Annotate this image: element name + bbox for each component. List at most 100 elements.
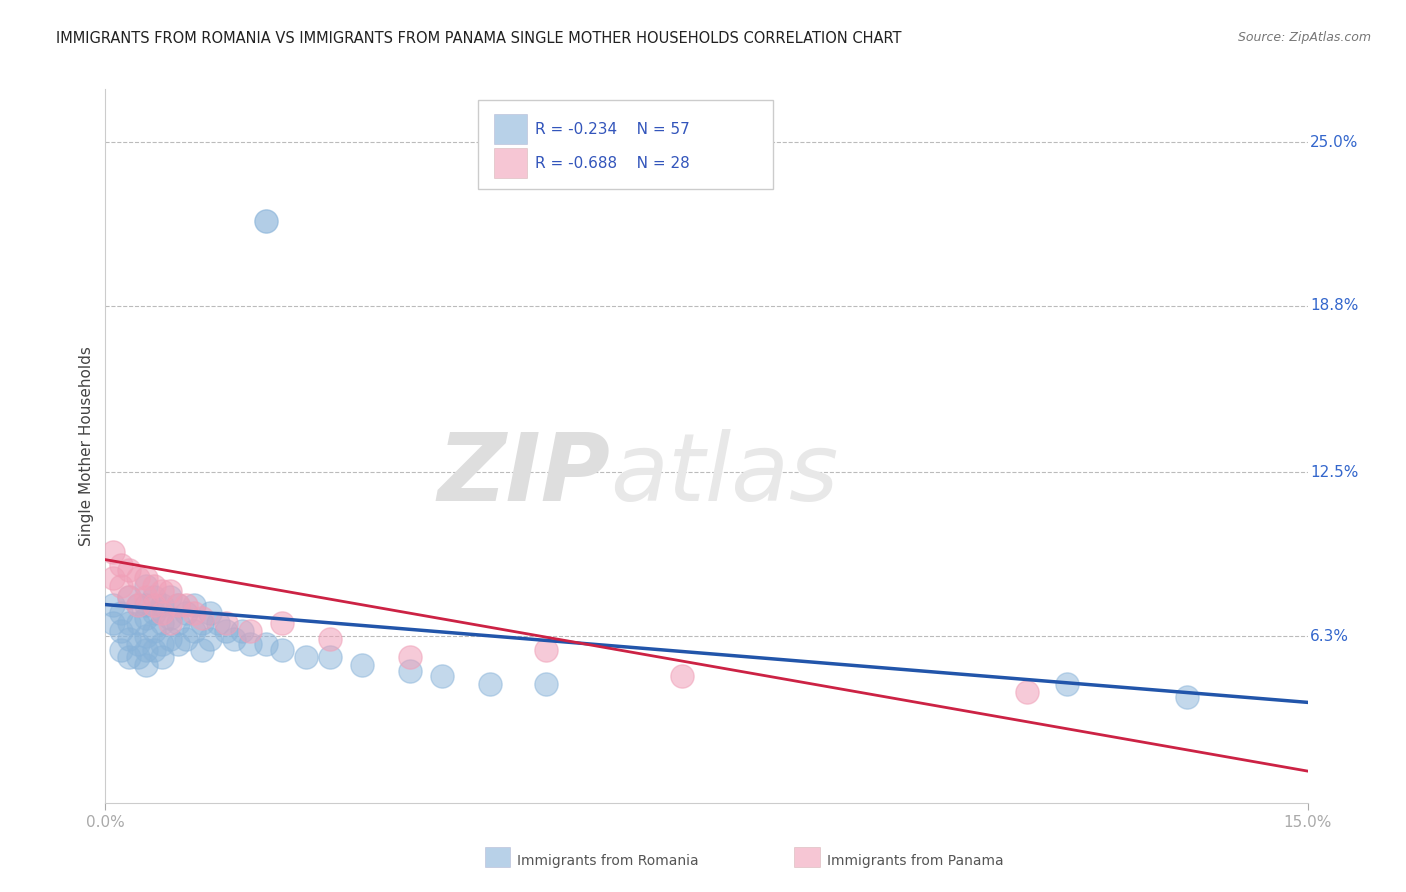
Point [671, 669, 693, 683]
Point [150, 584, 173, 599]
Point [319, 632, 342, 646]
Point [135, 658, 157, 673]
Point [142, 642, 165, 657]
Point [135, 579, 157, 593]
Text: atlas: atlas [610, 429, 838, 520]
Point [174, 606, 197, 620]
Text: R = -0.234    N = 57: R = -0.234 N = 57 [534, 121, 689, 136]
Point [399, 664, 422, 678]
Point [1017, 685, 1039, 699]
Point [127, 616, 149, 631]
Point [239, 637, 262, 651]
Point [222, 632, 245, 646]
Text: 6.3%: 6.3% [1310, 629, 1348, 644]
Point [214, 616, 236, 631]
Point [174, 632, 197, 646]
Text: IMMIGRANTS FROM ROMANIA VS IMMIGRANTS FROM PANAMA SINGLE MOTHER HOUSEHOLDS CORRE: IMMIGRANTS FROM ROMANIA VS IMMIGRANTS FR… [56, 31, 901, 46]
Point [110, 558, 132, 572]
Point [183, 624, 205, 638]
Text: R = -0.688    N = 28: R = -0.688 N = 28 [534, 156, 689, 171]
FancyBboxPatch shape [494, 114, 527, 145]
Point [150, 637, 173, 651]
Point [166, 598, 188, 612]
Point [231, 624, 253, 638]
Point [135, 611, 157, 625]
Point [110, 642, 132, 657]
Point [150, 616, 173, 631]
Point [166, 616, 188, 631]
Point [135, 590, 157, 604]
Point [399, 650, 422, 665]
Point [103, 545, 125, 559]
Point [159, 632, 181, 646]
Point [127, 598, 149, 612]
Text: 18.8%: 18.8% [1310, 299, 1358, 313]
Point [127, 571, 149, 585]
Point [127, 650, 149, 665]
Point [150, 650, 173, 665]
Point [190, 616, 212, 631]
FancyBboxPatch shape [478, 100, 773, 189]
Point [118, 563, 141, 577]
Text: 12.5%: 12.5% [1310, 465, 1358, 480]
Point [198, 632, 221, 646]
Point [1056, 677, 1078, 691]
Point [174, 598, 197, 612]
Point [159, 611, 181, 625]
Point [142, 606, 165, 620]
Point [159, 590, 181, 604]
Point [127, 637, 149, 651]
Point [239, 624, 262, 638]
Point [159, 584, 181, 599]
Point [103, 598, 125, 612]
Point [150, 598, 173, 612]
Point [183, 606, 205, 620]
Point [118, 650, 141, 665]
Point [254, 214, 277, 228]
Text: ZIP: ZIP [437, 428, 610, 521]
Point [135, 629, 157, 643]
Point [166, 598, 188, 612]
Point [430, 669, 453, 683]
Point [135, 598, 157, 612]
Point [183, 598, 205, 612]
Point [118, 590, 141, 604]
Point [534, 677, 557, 691]
Point [190, 611, 212, 625]
Point [150, 606, 173, 620]
Point [135, 571, 157, 585]
Point [103, 616, 125, 631]
Point [319, 650, 342, 665]
Point [127, 598, 149, 612]
Point [534, 642, 557, 657]
Point [295, 650, 318, 665]
Point [110, 579, 132, 593]
Point [214, 624, 236, 638]
Point [118, 590, 141, 604]
Point [350, 658, 373, 673]
Point [142, 590, 165, 604]
Point [254, 637, 277, 651]
Point [190, 642, 212, 657]
Point [110, 624, 132, 638]
Point [166, 637, 188, 651]
Y-axis label: Single Mother Households: Single Mother Households [79, 346, 94, 546]
Point [479, 677, 502, 691]
Point [1177, 690, 1199, 704]
Text: Source: ZipAtlas.com: Source: ZipAtlas.com [1237, 31, 1371, 45]
Point [118, 632, 141, 646]
FancyBboxPatch shape [494, 148, 527, 178]
Point [142, 624, 165, 638]
Point [135, 642, 157, 657]
Text: Immigrants from Panama: Immigrants from Panama [827, 854, 1004, 868]
Point [118, 616, 141, 631]
Point [159, 616, 181, 631]
Point [110, 606, 132, 620]
Point [198, 606, 221, 620]
Point [103, 571, 125, 585]
Point [142, 579, 165, 593]
Text: Immigrants from Romania: Immigrants from Romania [517, 854, 699, 868]
Point [270, 616, 292, 631]
Point [270, 642, 292, 657]
Point [142, 598, 165, 612]
